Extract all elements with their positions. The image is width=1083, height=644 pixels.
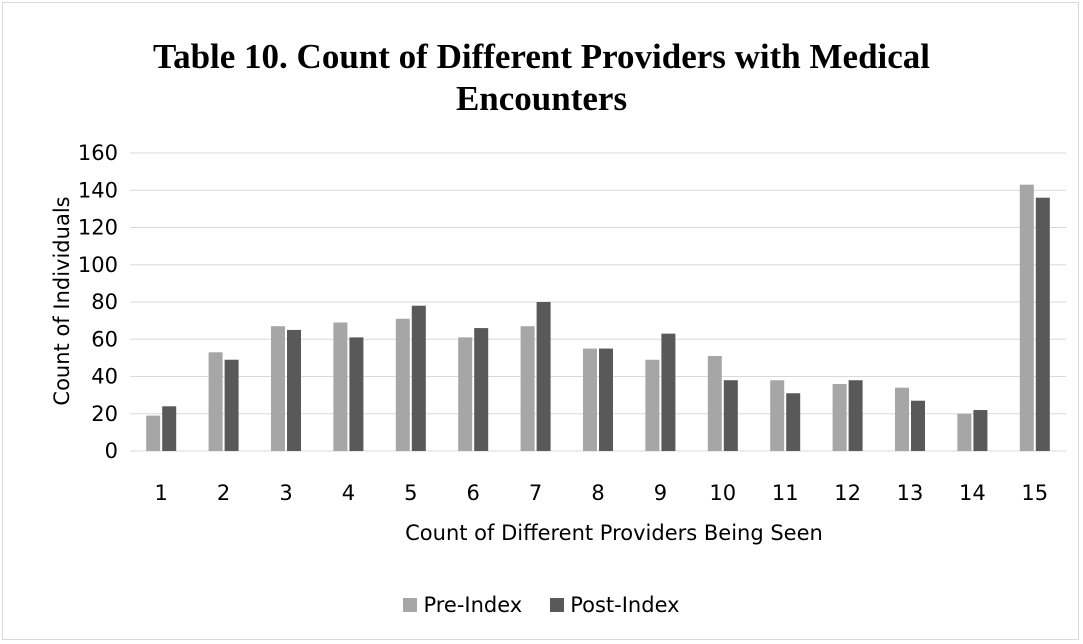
bar-pre-index-8 <box>583 348 597 451</box>
legend-label-post-index: Post-Index <box>570 593 680 617</box>
y-tick-label: 0 <box>105 439 118 463</box>
bar-post-index-1 <box>162 406 177 451</box>
bar-pre-index-11 <box>770 380 785 451</box>
y-axis-ticks: 0 20 40 60 80 100 120 140 160 <box>78 141 118 463</box>
x-tick-label: 10 <box>709 481 736 505</box>
x-tick-label: 1 <box>155 481 168 505</box>
x-tick-label: 9 <box>654 481 667 505</box>
y-tick-label: 120 <box>78 216 118 240</box>
y-tick-label: 100 <box>78 253 118 277</box>
bar-pre-index-5 <box>395 318 410 451</box>
y-tick-label: 20 <box>91 402 118 426</box>
bar-post-index-13 <box>911 400 925 451</box>
x-axis-ticks: 1 2 3 4 5 6 7 8 9 10 11 12 13 14 15 <box>155 481 1049 505</box>
bar-post-index-6 <box>474 328 489 451</box>
chart-title: Table 10. Count of Different Providers w… <box>0 36 1083 120</box>
bar-pre-index-9 <box>645 359 660 451</box>
bar-pre-index-6 <box>458 337 473 451</box>
bar-pre-index-2 <box>208 352 223 451</box>
y-tick-label: 140 <box>78 178 118 202</box>
bar-pre-index-1 <box>146 415 161 451</box>
y-axis-label: Count of Individuals <box>50 196 74 405</box>
bar-pre-index-4 <box>333 322 348 451</box>
bar-post-index-8 <box>599 348 613 451</box>
bars <box>146 184 1050 451</box>
bar-post-index-5 <box>411 305 426 451</box>
bar-post-index-15 <box>1035 197 1050 451</box>
x-tick-label: 3 <box>279 481 292 505</box>
y-tick-label: 60 <box>91 327 118 351</box>
x-tick-label: 8 <box>591 481 604 505</box>
bar-pre-index-7 <box>520 326 535 451</box>
x-tick-label: 5 <box>404 481 417 505</box>
bar-post-index-10 <box>723 380 738 451</box>
x-tick-label: 13 <box>897 481 924 505</box>
bar-post-index-14 <box>973 410 988 451</box>
bar-pre-index-13 <box>895 387 909 451</box>
bar-post-index-9 <box>661 333 676 451</box>
legend-swatch-pre-index <box>403 598 418 612</box>
gridlines <box>130 152 1066 452</box>
bar-pre-index-12 <box>832 383 847 451</box>
x-tick-label: 7 <box>529 481 542 505</box>
bar-post-index-4 <box>349 337 364 451</box>
x-axis-label: Count of Different Providers Being Seen <box>405 521 823 545</box>
bar-pre-index-14 <box>957 413 972 451</box>
legend-item-post-index: Post-Index <box>550 593 680 617</box>
x-tick-label: 14 <box>959 481 986 505</box>
bar-post-index-3 <box>287 329 301 451</box>
chart-title-line-1: Table 10. Count of Different Providers w… <box>152 37 931 76</box>
y-tick-label: 80 <box>91 290 118 314</box>
y-tick-label: 40 <box>91 365 118 389</box>
bar-pre-index-10 <box>707 356 722 451</box>
legend: Pre-Index Post-Index <box>0 593 1083 617</box>
x-tick-label: 12 <box>834 481 861 505</box>
bar-pre-index-3 <box>271 326 285 451</box>
bar-post-index-2 <box>224 359 239 451</box>
bar-post-index-12 <box>848 380 863 451</box>
bar-pre-index-15 <box>1019 184 1034 451</box>
bar-post-index-11 <box>786 393 801 451</box>
x-tick-label: 15 <box>1021 481 1048 505</box>
y-tick-label: 160 <box>78 141 118 165</box>
legend-label-pre-index: Pre-Index <box>423 593 523 617</box>
chart-title-line-2: Encounters <box>455 79 628 118</box>
x-tick-label: 2 <box>217 481 230 505</box>
x-tick-label: 6 <box>467 481 480 505</box>
bar-post-index-7 <box>536 302 551 451</box>
legend-item-pre-index: Pre-Index <box>403 593 522 617</box>
x-tick-label: 4 <box>342 481 355 505</box>
legend-swatch-post-index <box>550 598 565 612</box>
x-tick-label: 11 <box>772 481 799 505</box>
